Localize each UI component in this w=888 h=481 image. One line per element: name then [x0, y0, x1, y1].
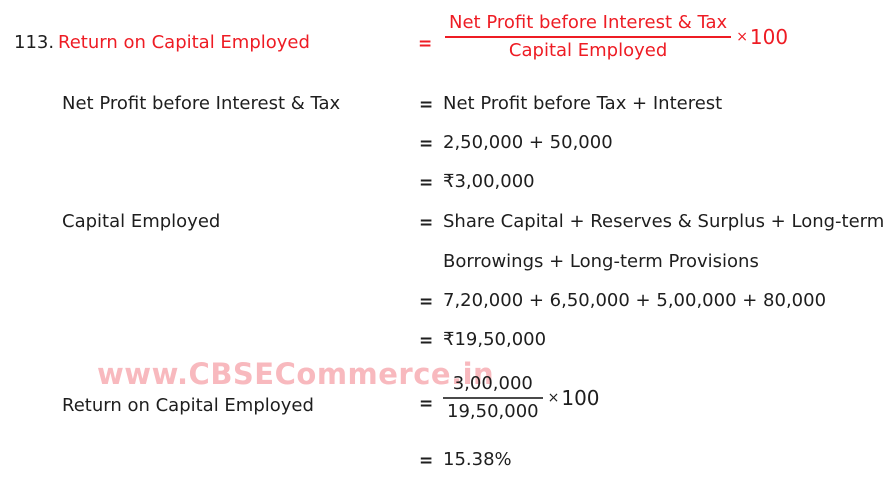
fraction-numerator: 3,00,000 [452, 373, 533, 394]
fraction: 3,00,000 19,50,000 [443, 373, 543, 423]
step-value: 2,50,000 + 50,000 [443, 132, 613, 153]
fraction-denominator: 19,50,000 [447, 401, 539, 422]
step-value: ₹19,50,000 [443, 329, 547, 350]
title-equals-sign: = [418, 34, 433, 54]
step-value: Share Capital + Reserves & Surplus + Lon… [443, 211, 885, 232]
fraction-bar [445, 36, 732, 38]
step-value: Net Profit before Tax + Interest [443, 93, 723, 114]
equals-sign: = [419, 173, 434, 193]
step-value: 7,20,000 + 6,50,000 + 5,00,000 + 80,000 [443, 290, 827, 311]
result-fraction: 3,00,000 19,50,000 × 100 [443, 373, 600, 423]
step-value-continuation: Borrowings + Long-term Provisions [443, 251, 759, 272]
fraction: Net Profit before Interest & Tax Capital… [445, 12, 732, 62]
multiplier-value: 100 [561, 386, 600, 410]
multiplier-value: 100 [749, 25, 789, 49]
multiply-icon: × [736, 29, 748, 45]
fraction-numerator: Net Profit before Interest & Tax [449, 12, 728, 33]
equals-sign: = [419, 394, 434, 414]
multiply-icon: × [547, 390, 560, 406]
equals-sign: = [419, 451, 434, 471]
equals-sign: = [419, 95, 434, 115]
watermark-text: www.CBSECommerce.in [97, 357, 495, 391]
equals-sign: = [419, 134, 434, 154]
result-label: Return on Capital Employed [62, 395, 314, 416]
equals-sign: = [419, 292, 434, 312]
final-value: 15.38% [443, 449, 512, 470]
ratio-title: Return on Capital Employed [58, 32, 310, 53]
question-number: 113. [14, 32, 55, 53]
equals-sign: = [419, 213, 434, 233]
fraction-bar [443, 397, 543, 399]
step-value: ₹3,00,000 [443, 171, 535, 192]
step-label: Capital Employed [62, 211, 221, 232]
formula-fraction: Net Profit before Interest & Tax Capital… [445, 12, 788, 62]
fraction-denominator: Capital Employed [508, 40, 668, 61]
equals-sign: = [419, 331, 434, 351]
step-label: Net Profit before Interest & Tax [62, 93, 341, 114]
